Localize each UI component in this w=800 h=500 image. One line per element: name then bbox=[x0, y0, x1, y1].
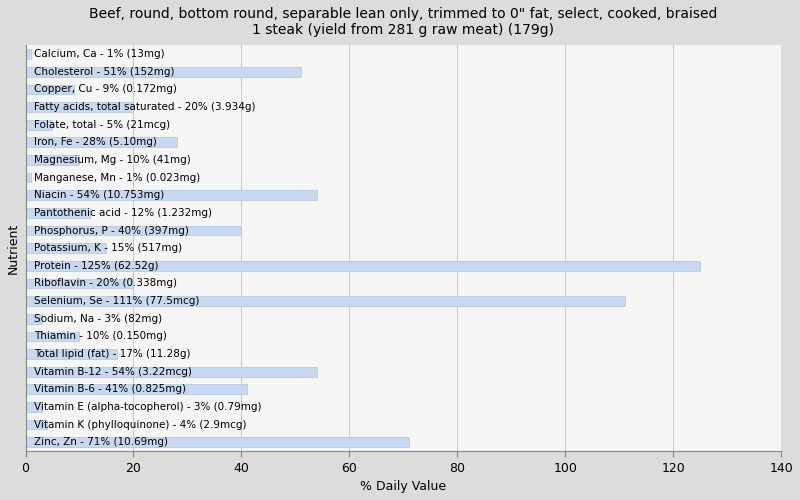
Bar bbox=[26, 226, 242, 235]
Text: Cholesterol - 51% (152mg): Cholesterol - 51% (152mg) bbox=[34, 66, 174, 76]
Text: Folate, total - 5% (21mcg): Folate, total - 5% (21mcg) bbox=[34, 120, 170, 130]
Bar bbox=[26, 402, 42, 412]
Text: Vitamin K (phylloquinone) - 4% (2.9mcg): Vitamin K (phylloquinone) - 4% (2.9mcg) bbox=[34, 420, 246, 430]
Bar bbox=[26, 261, 700, 270]
Bar bbox=[26, 384, 247, 394]
Text: Total lipid (fat) - 17% (11.28g): Total lipid (fat) - 17% (11.28g) bbox=[34, 349, 190, 359]
Bar bbox=[26, 138, 177, 147]
Bar bbox=[26, 296, 625, 306]
Bar bbox=[26, 67, 301, 76]
Text: Iron, Fe - 28% (5.10mg): Iron, Fe - 28% (5.10mg) bbox=[34, 138, 157, 147]
Bar bbox=[26, 190, 317, 200]
Text: Sodium, Na - 3% (82mg): Sodium, Na - 3% (82mg) bbox=[34, 314, 162, 324]
Text: Selenium, Se - 111% (77.5mcg): Selenium, Se - 111% (77.5mcg) bbox=[34, 296, 199, 306]
Bar bbox=[26, 332, 79, 341]
Bar bbox=[26, 155, 79, 165]
Bar bbox=[26, 367, 317, 376]
Text: Potassium, K - 15% (517mg): Potassium, K - 15% (517mg) bbox=[34, 243, 182, 253]
Text: Vitamin E (alpha-tocopherol) - 3% (0.79mg): Vitamin E (alpha-tocopherol) - 3% (0.79m… bbox=[34, 402, 261, 412]
Bar bbox=[26, 172, 31, 182]
Bar bbox=[26, 208, 90, 218]
Text: Magnesium, Mg - 10% (41mg): Magnesium, Mg - 10% (41mg) bbox=[34, 155, 190, 165]
Bar bbox=[26, 420, 47, 430]
Y-axis label: Nutrient: Nutrient bbox=[7, 222, 20, 274]
Bar bbox=[26, 314, 42, 324]
Text: Phosphorus, P - 40% (397mg): Phosphorus, P - 40% (397mg) bbox=[34, 226, 189, 235]
Text: Copper, Cu - 9% (0.172mg): Copper, Cu - 9% (0.172mg) bbox=[34, 84, 177, 94]
X-axis label: % Daily Value: % Daily Value bbox=[360, 480, 446, 493]
Bar bbox=[26, 84, 74, 94]
Title: Beef, round, bottom round, separable lean only, trimmed to 0" fat, select, cooke: Beef, round, bottom round, separable lea… bbox=[89, 7, 718, 37]
Bar bbox=[26, 120, 53, 130]
Bar bbox=[26, 102, 134, 112]
Bar bbox=[26, 278, 134, 288]
Bar bbox=[26, 349, 118, 359]
Text: Calcium, Ca - 1% (13mg): Calcium, Ca - 1% (13mg) bbox=[34, 49, 164, 59]
Text: Fatty acids, total saturated - 20% (3.934g): Fatty acids, total saturated - 20% (3.93… bbox=[34, 102, 255, 112]
Text: Pantothenic acid - 12% (1.232mg): Pantothenic acid - 12% (1.232mg) bbox=[34, 208, 211, 218]
Text: Zinc, Zn - 71% (10.69mg): Zinc, Zn - 71% (10.69mg) bbox=[34, 438, 167, 448]
Text: Protein - 125% (62.52g): Protein - 125% (62.52g) bbox=[34, 261, 158, 271]
Text: Vitamin B-12 - 54% (3.22mcg): Vitamin B-12 - 54% (3.22mcg) bbox=[34, 366, 191, 376]
Text: Vitamin B-6 - 41% (0.825mg): Vitamin B-6 - 41% (0.825mg) bbox=[34, 384, 186, 394]
Text: Riboflavin - 20% (0.338mg): Riboflavin - 20% (0.338mg) bbox=[34, 278, 177, 288]
Bar bbox=[26, 49, 31, 59]
Text: Manganese, Mn - 1% (0.023mg): Manganese, Mn - 1% (0.023mg) bbox=[34, 172, 200, 182]
Text: Niacin - 54% (10.753mg): Niacin - 54% (10.753mg) bbox=[34, 190, 164, 200]
Bar bbox=[26, 244, 106, 253]
Text: Thiamin - 10% (0.150mg): Thiamin - 10% (0.150mg) bbox=[34, 332, 166, 342]
Bar bbox=[26, 438, 409, 447]
